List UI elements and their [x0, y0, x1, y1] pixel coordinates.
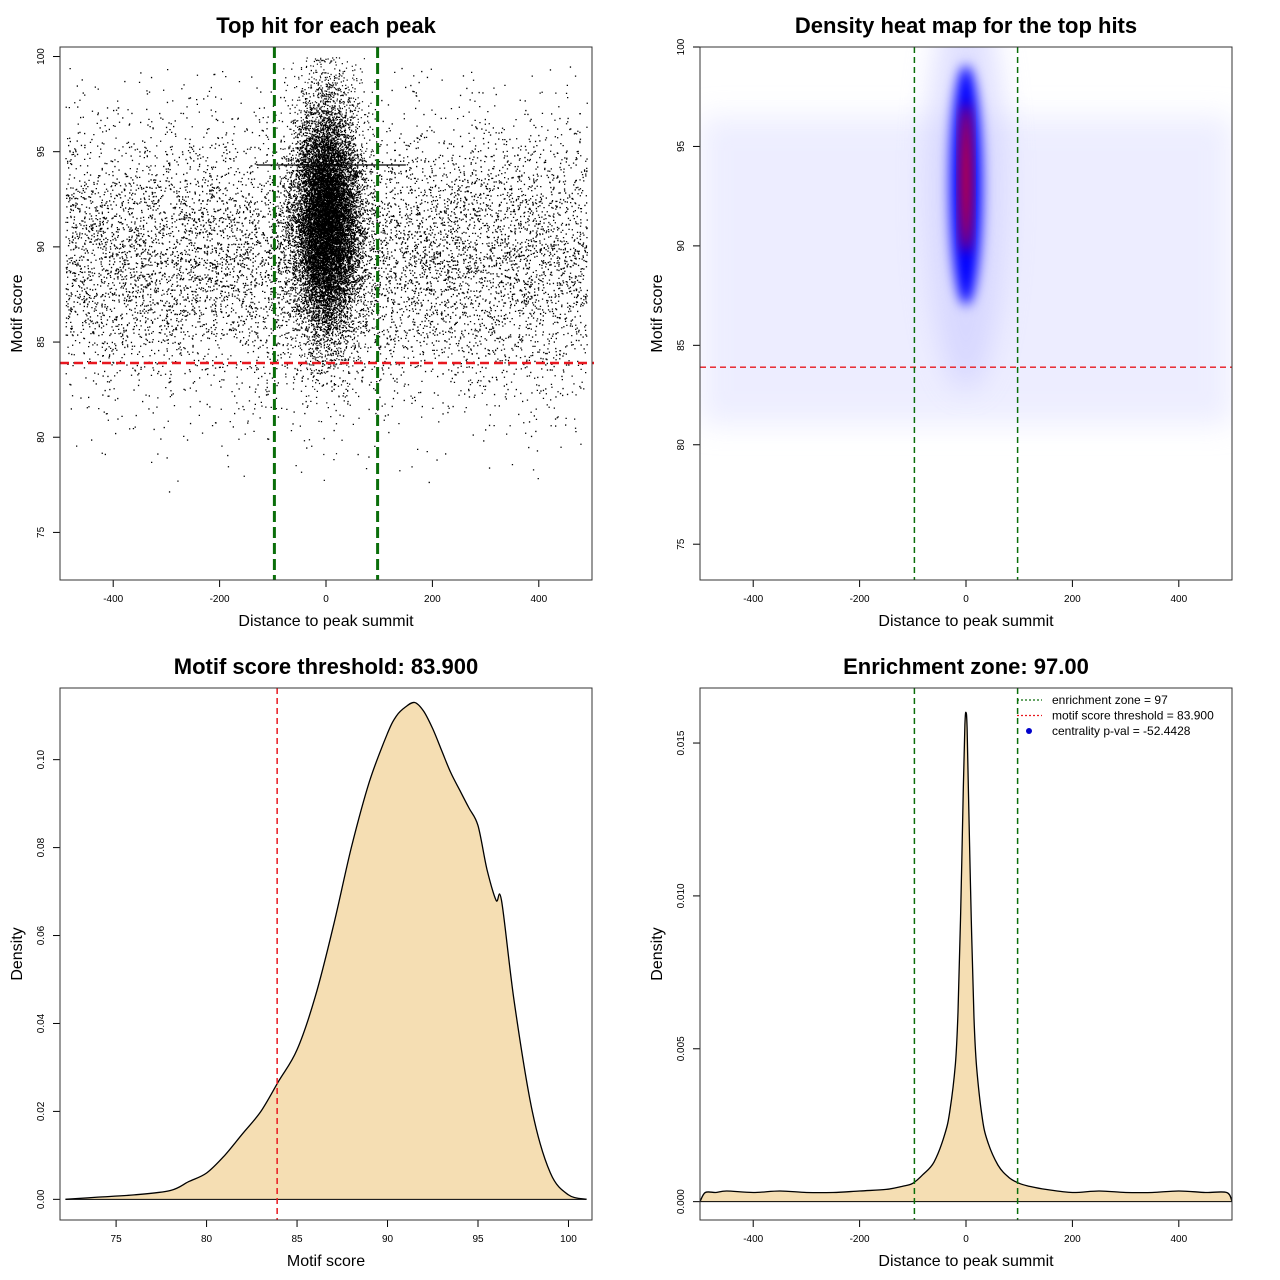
- panel-density-3: enrichment zone = 97 motif score threshol…: [649, 654, 1233, 1270]
- density-fill: [700, 712, 1232, 1202]
- y-axis: 0.000 0.005 0.010 0.015: [676, 730, 700, 1214]
- plot-frame: [59, 687, 593, 1221]
- y-tick-label: 0.02: [36, 1101, 47, 1121]
- plot-frame: [59, 46, 593, 581]
- y-tick-label: 0.04: [36, 1013, 47, 1033]
- scatter-points: [65, 57, 588, 493]
- x-axis: -400 -200 0 200 400: [103, 579, 548, 605]
- x-tick-label: -200: [850, 1234, 870, 1245]
- x-tick-label: 0: [963, 1234, 969, 1245]
- y-tick-label: 75: [676, 538, 687, 550]
- x-tick-label: 90: [382, 1234, 394, 1245]
- legend: enrichment zone = 97 motif score threshol…: [1017, 693, 1214, 738]
- y-tick-label: 0.10: [36, 749, 47, 769]
- y-tick-label: 0.08: [36, 837, 47, 857]
- x-tick-label: 80: [201, 1234, 213, 1245]
- y-axis-label: Density: [649, 927, 666, 980]
- y-tick-label: 100: [676, 38, 687, 55]
- x-tick-label: 100: [560, 1234, 577, 1245]
- x-tick-label: 0: [963, 594, 969, 605]
- x-tick-label: 400: [1170, 594, 1187, 605]
- x-tick-label: 200: [1064, 594, 1081, 605]
- chart-title: Enrichment zone: 97.00: [843, 654, 1089, 679]
- x-tick-label: 400: [1170, 1234, 1187, 1245]
- x-axis-label: Distance to peak summit: [238, 613, 414, 630]
- y-axis: 75 80 85 90 95 100: [676, 38, 700, 550]
- y-tick-label: 0.00: [36, 1189, 47, 1209]
- y-tick-label: 0.005: [676, 1036, 687, 1061]
- chart-title: Motif score threshold: 83.900: [174, 654, 478, 679]
- legend-label: enrichment zone = 97: [1052, 693, 1168, 707]
- x-axis: 75 80 85 90 95 100: [111, 1219, 577, 1245]
- legend-label: centrality p-val = -52.4428: [1052, 724, 1191, 738]
- y-tick-label: 0.06: [36, 925, 47, 945]
- y-axis-label: Density: [9, 927, 26, 980]
- y-axis: 0.00 0.02 0.04 0.06 0.08 0.10: [36, 749, 60, 1209]
- panel-density-2: Motif score threshold: 83.900 Motif score…: [9, 654, 593, 1270]
- x-axis: -400 -200 0 200 400: [743, 579, 1188, 605]
- x-tick-label: 0: [323, 594, 329, 605]
- panel-scatter: Top hit for each peak Distance to peak su…: [9, 13, 594, 630]
- y-tick-label: 90: [676, 240, 687, 252]
- y-tick-label: 95: [36, 146, 47, 158]
- y-tick-label: 100: [36, 48, 47, 65]
- panel-heatmap: Density heat map for the top hits Distanc…: [649, 13, 1233, 630]
- x-tick-label: 200: [1064, 1234, 1081, 1245]
- x-axis-label: Distance to peak summit: [878, 1253, 1054, 1270]
- y-tick-label: 75: [36, 526, 47, 538]
- plot-frame: [699, 46, 1233, 581]
- y-tick-label: 0.000: [676, 1189, 687, 1214]
- y-tick-label: 90: [36, 241, 47, 253]
- x-tick-label: -400: [743, 594, 763, 605]
- x-tick-label: 85: [291, 1234, 303, 1245]
- x-tick-label: -200: [210, 594, 230, 605]
- y-tick-label: 80: [676, 439, 687, 451]
- x-tick-label: 95: [472, 1234, 484, 1245]
- scatter-point-cloud: [65, 57, 588, 493]
- x-tick-label: 200: [424, 594, 441, 605]
- x-tick-label: -400: [103, 594, 123, 605]
- chart-title: Top hit for each peak: [216, 13, 436, 38]
- x-tick-label: 75: [111, 1234, 123, 1245]
- chart-title: Density heat map for the top hits: [795, 13, 1137, 38]
- density-curve: [699, 711, 1233, 1203]
- y-axis-label: Motif score: [9, 274, 26, 352]
- plot-frame: [699, 687, 1233, 1221]
- x-tick-label: -400: [743, 1234, 763, 1245]
- y-tick-label: 85: [36, 336, 47, 348]
- y-tick-label: 85: [676, 339, 687, 351]
- heatmap-field: [700, 47, 1232, 425]
- x-tick-label: 400: [530, 594, 547, 605]
- x-tick-label: -200: [850, 594, 870, 605]
- density-curve: [65, 701, 587, 1200]
- y-axis: 75 80 85 90 95 100: [36, 48, 60, 538]
- y-tick-label: 0.010: [676, 883, 687, 908]
- x-axis-label: Distance to peak summit: [878, 613, 1054, 630]
- y-axis-label: Motif score: [649, 274, 666, 352]
- legend-marker-point: [1026, 728, 1032, 734]
- y-tick-label: 80: [36, 431, 47, 443]
- x-axis-label: Motif score: [287, 1253, 365, 1270]
- y-tick-label: 0.015: [676, 730, 687, 755]
- legend-label: motif score threshold = 83.900: [1052, 709, 1214, 723]
- y-tick-label: 95: [676, 140, 687, 152]
- x-axis: -400 -200 0 200 400: [743, 1219, 1188, 1245]
- heatmap-hotspot: [961, 103, 971, 254]
- density-fill: [65, 702, 587, 1200]
